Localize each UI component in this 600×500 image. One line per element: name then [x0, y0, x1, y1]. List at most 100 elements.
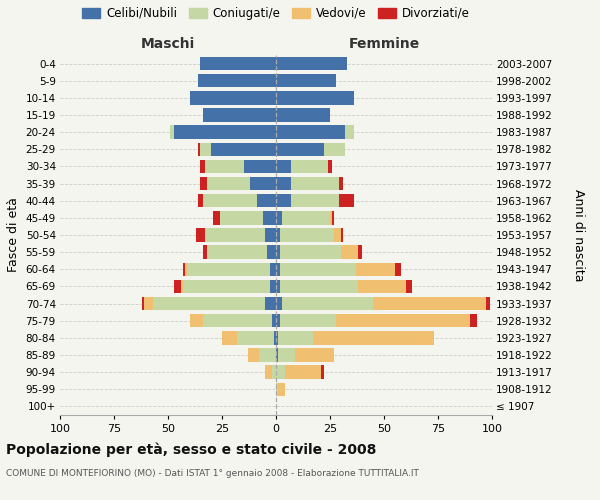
Bar [276, 382, 278, 396]
Bar [345, 126, 354, 139]
Bar [198, 194, 203, 207]
Bar [358, 246, 362, 259]
Bar [198, 74, 276, 88]
Bar [276, 331, 278, 344]
Bar [205, 160, 244, 173]
Bar [269, 262, 276, 276]
Bar [220, 211, 263, 224]
Bar [280, 262, 356, 276]
Bar [406, 280, 412, 293]
Bar [373, 297, 485, 310]
Bar [200, 57, 276, 70]
Bar [250, 177, 276, 190]
Bar [278, 331, 313, 344]
Bar [181, 280, 183, 293]
Bar [276, 262, 280, 276]
Bar [200, 177, 207, 190]
Bar [265, 297, 276, 310]
Bar [276, 348, 278, 362]
Bar [214, 211, 220, 224]
Y-axis label: Fasce di età: Fasce di età [7, 198, 20, 272]
Bar [276, 91, 354, 104]
Bar [203, 108, 276, 122]
Bar [280, 246, 341, 259]
Bar [276, 280, 280, 293]
Bar [283, 297, 373, 310]
Bar [257, 194, 276, 207]
Bar [203, 194, 257, 207]
Bar [248, 348, 259, 362]
Bar [356, 262, 395, 276]
Bar [328, 160, 332, 173]
Bar [337, 314, 470, 328]
Bar [291, 194, 338, 207]
Bar [323, 142, 345, 156]
Bar [280, 314, 337, 328]
Bar [198, 142, 200, 156]
Bar [196, 228, 205, 241]
Bar [200, 142, 211, 156]
Bar [203, 314, 272, 328]
Text: Femmine: Femmine [349, 38, 419, 52]
Bar [485, 297, 490, 310]
Bar [332, 211, 334, 224]
Bar [284, 366, 322, 379]
Text: Maschi: Maschi [141, 38, 195, 52]
Bar [205, 228, 265, 241]
Bar [295, 348, 334, 362]
Bar [358, 280, 406, 293]
Legend: Celibi/Nubili, Coniugati/e, Vedovi/e, Divorziati/e: Celibi/Nubili, Coniugati/e, Vedovi/e, Di… [79, 4, 473, 24]
Bar [278, 348, 295, 362]
Bar [291, 160, 328, 173]
Bar [259, 348, 276, 362]
Bar [276, 211, 283, 224]
Bar [265, 366, 272, 379]
Bar [175, 280, 181, 293]
Bar [276, 57, 347, 70]
Bar [291, 177, 338, 190]
Bar [276, 142, 323, 156]
Bar [272, 366, 276, 379]
Bar [330, 211, 332, 224]
Bar [183, 280, 269, 293]
Bar [183, 262, 185, 276]
Bar [190, 314, 203, 328]
Bar [470, 314, 477, 328]
Bar [269, 280, 276, 293]
Bar [185, 262, 187, 276]
Bar [280, 280, 358, 293]
Bar [222, 331, 237, 344]
Bar [274, 331, 276, 344]
Bar [276, 366, 284, 379]
Bar [207, 177, 250, 190]
Bar [338, 177, 343, 190]
Bar [265, 228, 276, 241]
Bar [190, 91, 276, 104]
Bar [175, 126, 276, 139]
Bar [276, 108, 330, 122]
Bar [203, 246, 207, 259]
Text: Popolazione per età, sesso e stato civile - 2008: Popolazione per età, sesso e stato civil… [6, 442, 376, 457]
Bar [338, 194, 354, 207]
Text: COMUNE DI MONTEFIORINO (MO) - Dati ISTAT 1° gennaio 2008 - Elaborazione TUTTITAL: COMUNE DI MONTEFIORINO (MO) - Dati ISTAT… [6, 469, 419, 478]
Bar [237, 331, 274, 344]
Bar [334, 228, 341, 241]
Bar [211, 142, 276, 156]
Bar [200, 160, 205, 173]
Bar [276, 297, 283, 310]
Bar [341, 228, 343, 241]
Bar [280, 228, 334, 241]
Bar [276, 177, 291, 190]
Bar [278, 382, 284, 396]
Bar [313, 331, 434, 344]
Bar [341, 246, 358, 259]
Bar [268, 246, 276, 259]
Bar [153, 297, 265, 310]
Bar [276, 126, 345, 139]
Bar [170, 126, 175, 139]
Bar [263, 211, 276, 224]
Y-axis label: Anni di nascita: Anni di nascita [572, 188, 586, 281]
Bar [272, 314, 276, 328]
Bar [142, 297, 144, 310]
Bar [276, 160, 291, 173]
